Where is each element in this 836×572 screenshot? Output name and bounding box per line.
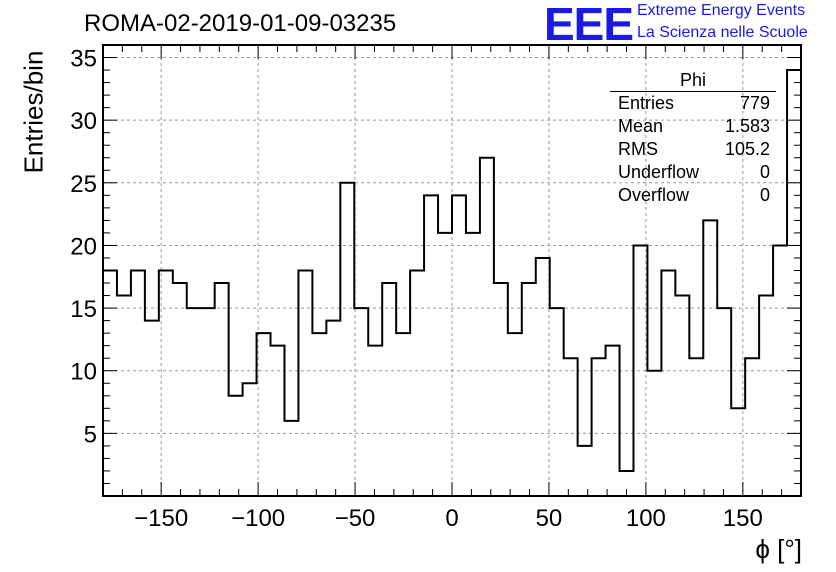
stats-value: 0: [759, 162, 770, 182]
stats-label: Mean: [618, 116, 664, 136]
x-tick-label: −150: [134, 505, 188, 532]
x-tick-label: 100: [626, 505, 666, 532]
stats-row-rms: RMS 105.2: [610, 138, 776, 161]
stats-label: RMS: [618, 139, 658, 159]
y-tick-label: 5: [84, 421, 97, 448]
stats-value: 0: [759, 185, 770, 205]
stats-row-mean: Mean 1.583: [610, 115, 776, 138]
stats-box: Phi Entries 779 Mean 1.583 RMS 105.2 Und…: [610, 70, 776, 207]
x-tick-label: 50: [536, 505, 563, 532]
y-tick-label: 35: [70, 46, 97, 73]
tick-labels: −150 −100 −50 0 50 100 150 5 10 15 20 25 30 35: [70, 46, 763, 532]
x-tick-label: −50: [335, 505, 376, 532]
eee-logo: EEE: [544, 0, 634, 50]
x-tick-label: −100: [231, 505, 285, 532]
stats-row-underflow: Underflow 0: [610, 161, 776, 184]
stats-value: 105.2: [724, 139, 770, 159]
stats-title: Phi: [610, 70, 776, 92]
axis-ticks: [103, 45, 801, 496]
y-tick-label: 20: [70, 233, 97, 260]
plot-frame: [102, 44, 802, 497]
histogram-outline: [103, 69, 801, 472]
x-tick-label: 150: [723, 505, 763, 532]
stats-label: Entries: [618, 93, 675, 113]
x-axis-label: ϕ [°]: [755, 534, 802, 564]
chart-title: ROMA-02-2019-01-09-03235: [84, 10, 397, 37]
stats-label: Overflow: [618, 185, 690, 205]
stats-value: 1.583: [724, 116, 770, 136]
y-tick-label: 25: [70, 171, 97, 198]
x-tick-label: 0: [445, 505, 458, 532]
stats-row-overflow: Overflow 0: [610, 184, 776, 207]
stats-value: 779: [739, 93, 770, 113]
y-tick-label: 10: [70, 359, 97, 386]
stats-row-entries: Entries 779: [610, 92, 776, 115]
logo-line-2: La Scienza nelle Scuole: [637, 24, 808, 41]
y-tick-label: 30: [70, 108, 97, 135]
grid-lines: [103, 45, 801, 496]
logo-line-1: Extreme Energy Events: [637, 2, 806, 19]
y-tick-label: 15: [70, 296, 97, 323]
stats-label: Underflow: [618, 162, 700, 182]
